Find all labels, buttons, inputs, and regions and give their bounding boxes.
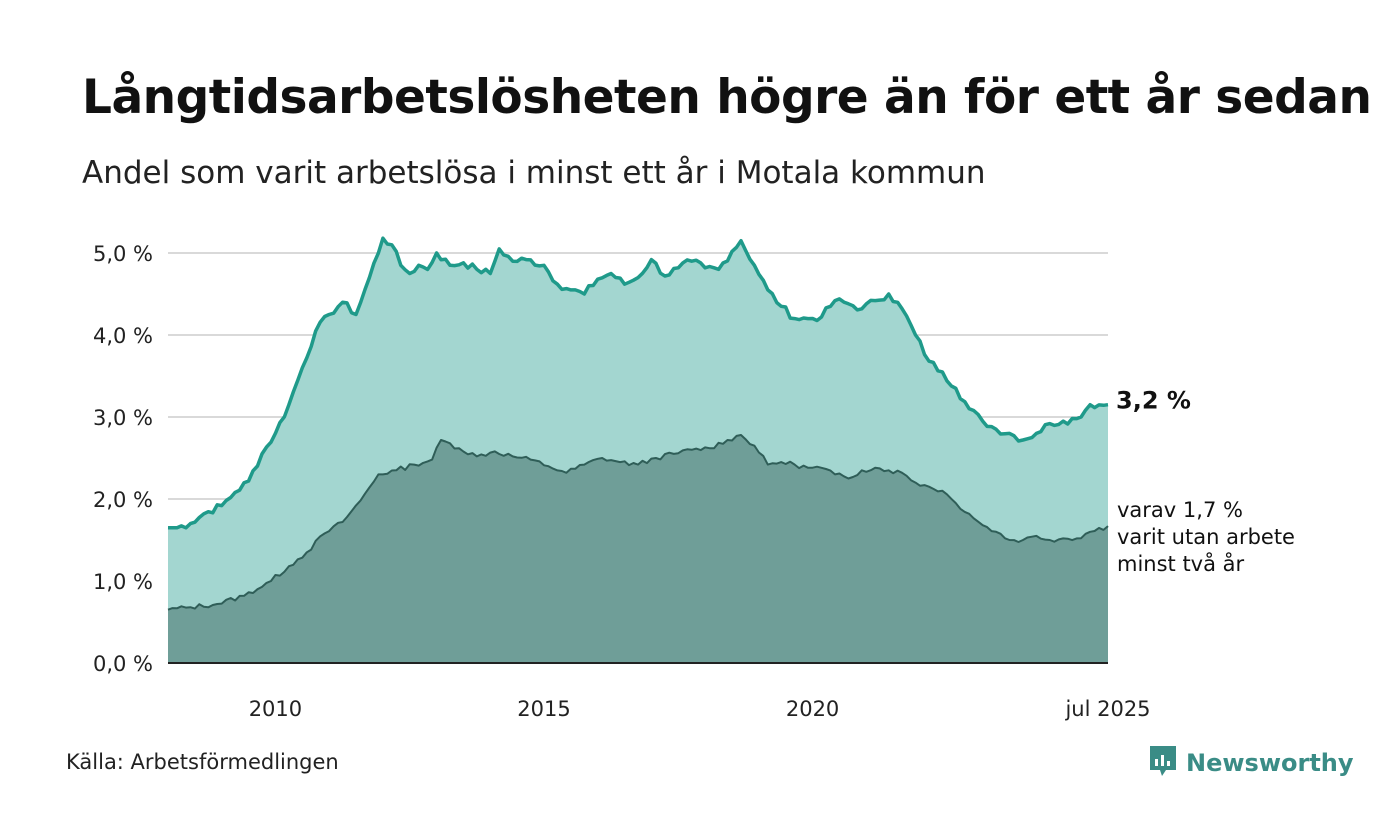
end-label-total: 3,2 % bbox=[1116, 387, 1191, 415]
series-line-total bbox=[167, 236, 1109, 530]
end-label-long-line: varit utan arbete bbox=[1117, 525, 1295, 549]
area-layer bbox=[167, 236, 1109, 663]
y-tick-label: 4,0 % bbox=[93, 324, 153, 348]
y-tick-label: 2,0 % bbox=[93, 488, 153, 512]
axis-layer: 0,0 % 1,0 % 2,0 % 3,0 % 4,0 % 5,0 % 2010 2015 20… bbox=[93, 242, 1151, 721]
newsworthy-logo-icon bbox=[1148, 744, 1178, 782]
y-tick-label: 5,0 % bbox=[93, 242, 153, 266]
area-chart: 0,0 % 1,0 % 2,0 % 3,0 % 4,0 % 5,0 % 2010 2015 20… bbox=[93, 236, 1295, 721]
chart-title: Långtidsarbetslösheten högre än för ett … bbox=[82, 70, 1372, 125]
x-tick-label: 2010 bbox=[249, 697, 302, 721]
end-label-long-line: minst två år bbox=[1117, 551, 1245, 576]
end-label-long-line: varav 1,7 % bbox=[1117, 498, 1243, 522]
y-tick-label: 3,0 % bbox=[93, 406, 153, 430]
x-tick-label: jul 2025 bbox=[1064, 697, 1150, 721]
y-tick-label: 0,0 % bbox=[93, 652, 153, 676]
series-area-long bbox=[168, 435, 1108, 663]
source-note: Källa: Arbetsförmedlingen bbox=[66, 750, 339, 774]
x-tick-label: 2020 bbox=[786, 697, 839, 721]
chart-subtitle: Andel som varit arbetslösa i minst ett å… bbox=[82, 155, 986, 191]
x-tick-label: 2015 bbox=[517, 697, 570, 721]
series-line-long bbox=[167, 434, 1109, 611]
brand-logo[interactable]: Newsworthy bbox=[1148, 744, 1354, 782]
brand-name: Newsworthy bbox=[1186, 749, 1354, 777]
y-tick-label: 1,0 % bbox=[93, 570, 153, 594]
